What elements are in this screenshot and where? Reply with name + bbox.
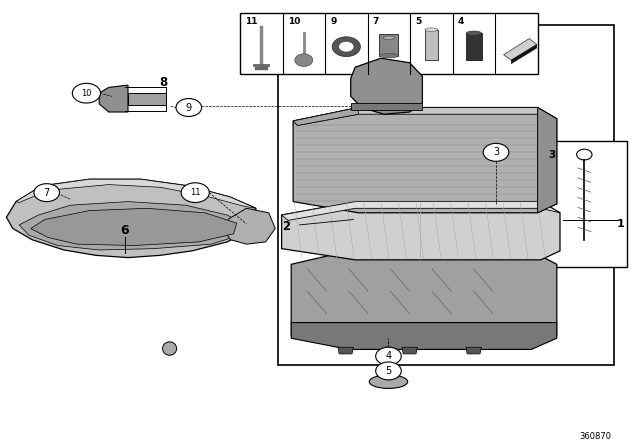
Polygon shape bbox=[291, 323, 557, 349]
Bar bbox=[541, 141, 627, 267]
Polygon shape bbox=[466, 347, 481, 354]
Text: 8: 8 bbox=[159, 76, 167, 90]
Ellipse shape bbox=[369, 375, 408, 388]
Ellipse shape bbox=[163, 342, 177, 355]
Polygon shape bbox=[16, 179, 256, 208]
Polygon shape bbox=[538, 108, 557, 213]
Text: 6: 6 bbox=[120, 224, 129, 237]
Circle shape bbox=[72, 83, 100, 103]
Circle shape bbox=[376, 347, 401, 365]
Text: 7: 7 bbox=[372, 17, 379, 26]
Polygon shape bbox=[128, 93, 166, 105]
Polygon shape bbox=[466, 33, 481, 60]
Polygon shape bbox=[282, 202, 560, 260]
Text: 5: 5 bbox=[415, 17, 421, 26]
Polygon shape bbox=[223, 208, 275, 244]
Text: 11: 11 bbox=[245, 17, 258, 26]
Circle shape bbox=[181, 183, 209, 202]
Polygon shape bbox=[293, 108, 557, 125]
Text: 2: 2 bbox=[282, 220, 290, 233]
Ellipse shape bbox=[425, 28, 438, 31]
Polygon shape bbox=[504, 39, 537, 60]
Text: 3: 3 bbox=[548, 151, 556, 160]
Polygon shape bbox=[291, 251, 557, 338]
Circle shape bbox=[332, 37, 360, 56]
Polygon shape bbox=[291, 323, 557, 349]
Text: 4: 4 bbox=[385, 351, 392, 361]
Text: 7: 7 bbox=[44, 188, 50, 198]
Circle shape bbox=[295, 54, 313, 66]
Polygon shape bbox=[19, 202, 243, 250]
Polygon shape bbox=[511, 44, 537, 64]
Circle shape bbox=[34, 184, 60, 202]
Ellipse shape bbox=[383, 36, 394, 39]
Polygon shape bbox=[402, 347, 417, 354]
Circle shape bbox=[176, 99, 202, 116]
Ellipse shape bbox=[379, 53, 399, 58]
Text: 3: 3 bbox=[493, 147, 499, 157]
Bar bbox=[278, 25, 614, 365]
Text: 10: 10 bbox=[287, 17, 300, 26]
Text: 9: 9 bbox=[330, 17, 337, 26]
Polygon shape bbox=[380, 34, 398, 56]
Bar bbox=[240, 13, 538, 74]
Polygon shape bbox=[293, 108, 557, 213]
Text: 4: 4 bbox=[458, 17, 464, 26]
Text: 9: 9 bbox=[186, 103, 192, 112]
Polygon shape bbox=[425, 30, 438, 60]
Circle shape bbox=[376, 362, 401, 380]
Text: 11: 11 bbox=[190, 188, 200, 197]
Polygon shape bbox=[293, 108, 358, 125]
Polygon shape bbox=[351, 58, 422, 114]
Text: 10: 10 bbox=[81, 89, 92, 98]
Text: 360870: 360870 bbox=[579, 432, 611, 441]
Circle shape bbox=[339, 41, 354, 52]
Polygon shape bbox=[351, 103, 422, 110]
Ellipse shape bbox=[466, 31, 481, 35]
Polygon shape bbox=[338, 347, 353, 354]
Polygon shape bbox=[31, 208, 237, 246]
Text: 1: 1 bbox=[617, 219, 625, 229]
Polygon shape bbox=[6, 179, 256, 258]
Polygon shape bbox=[282, 202, 560, 220]
Polygon shape bbox=[99, 85, 128, 112]
Text: 5: 5 bbox=[385, 366, 392, 376]
Circle shape bbox=[483, 143, 509, 161]
